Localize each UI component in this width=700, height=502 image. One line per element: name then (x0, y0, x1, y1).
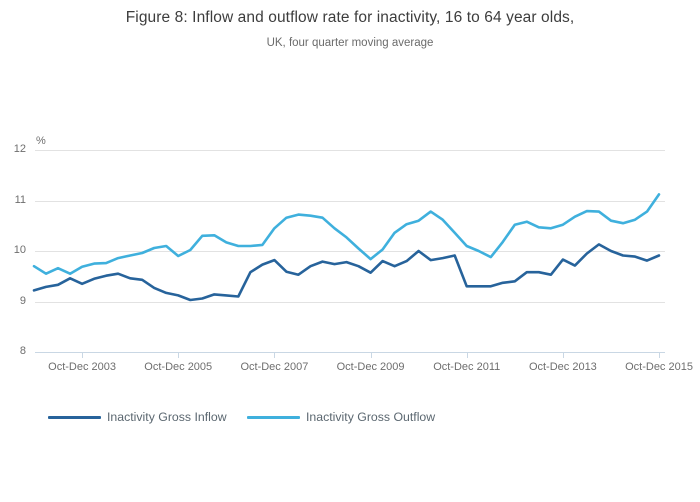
series-line-inactivity-gross-inflow[interactable] (32, 243, 661, 302)
y-tick-label-8: 8 (19, 345, 26, 357)
x-tick-label-oct-dec-2007: Oct-Dec 2007 (240, 361, 309, 373)
y-axis-unit-label: % (36, 135, 46, 147)
x-tick-label-oct-dec-2009: Oct-Dec 2009 (336, 361, 405, 373)
legend-item-inflow[interactable]: Inactivity Gross Inflow (48, 409, 227, 425)
legend-item-outflow[interactable]: Inactivity Gross Outflow (247, 409, 435, 425)
x-tick-label-oct-dec-2013: Oct-Dec 2013 (528, 361, 597, 373)
series-line-inactivity-gross-outflow[interactable] (32, 193, 661, 276)
outflow-line-swatch (247, 415, 300, 419)
x-tick-label-oct-dec-2005: Oct-Dec 2005 (144, 361, 213, 373)
y-tick-label-11: 11 (14, 193, 26, 206)
y-tick-label-12: 12 (13, 143, 26, 155)
chart-title: Figure 8: Inflow and outflow rate for in… (125, 9, 575, 26)
x-tick-label-oct-dec-2015: Oct-Dec 2015 (625, 361, 693, 373)
x-tick-label-oct-dec-2011: Oct-Dec 2011 (433, 361, 501, 373)
y-tick-label-10: 10 (13, 244, 26, 256)
legend-label-outflow: Inactivity Gross Outflow (306, 410, 436, 424)
y-tick-label-9: 9 (19, 294, 26, 307)
x-tick-label-oct-dec-2003: Oct-Dec 2003 (48, 361, 117, 373)
inflow-line-swatch (48, 415, 101, 419)
legend-label-inflow: Inactivity Gross Inflow (107, 410, 227, 424)
chart-subtitle: UK, four quarter moving average (266, 37, 434, 49)
